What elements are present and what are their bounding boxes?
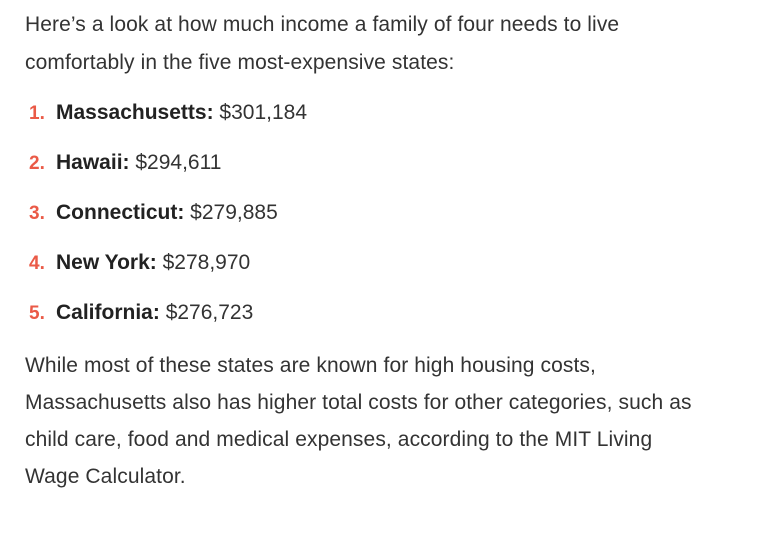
list-number: 1. — [29, 103, 45, 124]
list-number: 2. — [29, 153, 45, 174]
state-name: New York: — [56, 251, 157, 274]
outro-line-2: Massachusetts also has higher total cost… — [25, 391, 692, 414]
list-item: 5. California: $276,723 — [29, 300, 753, 325]
income-value: $278,970 — [162, 251, 251, 274]
state-name: Massachusetts: — [56, 101, 214, 124]
outro-line-3: child care, food and medical expenses, a… — [25, 428, 653, 451]
expensive-states-list: 1. Massachusetts: $301,184 2. Hawaii: $294… — [25, 100, 753, 325]
list-number: 4. — [29, 253, 45, 274]
list-item: 1. Massachusetts: $301,184 — [29, 100, 753, 125]
list-item: 3. Connecticut: $279,885 — [29, 200, 753, 225]
list-number: 5. — [29, 303, 45, 324]
income-value: $276,723 — [165, 301, 254, 324]
list-item: 4. New York: $278,970 — [29, 250, 753, 275]
state-name: California: — [56, 301, 160, 324]
income-value: $301,184 — [219, 101, 307, 124]
state-name: Connecticut: — [56, 201, 185, 224]
income-value: $294,611 — [135, 151, 222, 174]
intro-paragraph: Here’s a look at how much income a famil… — [25, 6, 753, 82]
list-item: 2. Hawaii: $294,611 — [29, 150, 753, 175]
list-number: 3. — [29, 203, 45, 224]
state-name: Hawaii: — [56, 151, 130, 174]
outro-line-1: While most of these states are known for… — [25, 354, 596, 377]
outro-paragraph: While most of these states are known for… — [25, 347, 753, 495]
intro-line-1: Here’s a look at how much income a famil… — [25, 13, 620, 36]
outro-line-4: Wage Calculator. — [25, 465, 186, 488]
income-value: $279,885 — [190, 201, 278, 224]
intro-line-2: comfortably in the five most-expensive s… — [25, 51, 455, 74]
